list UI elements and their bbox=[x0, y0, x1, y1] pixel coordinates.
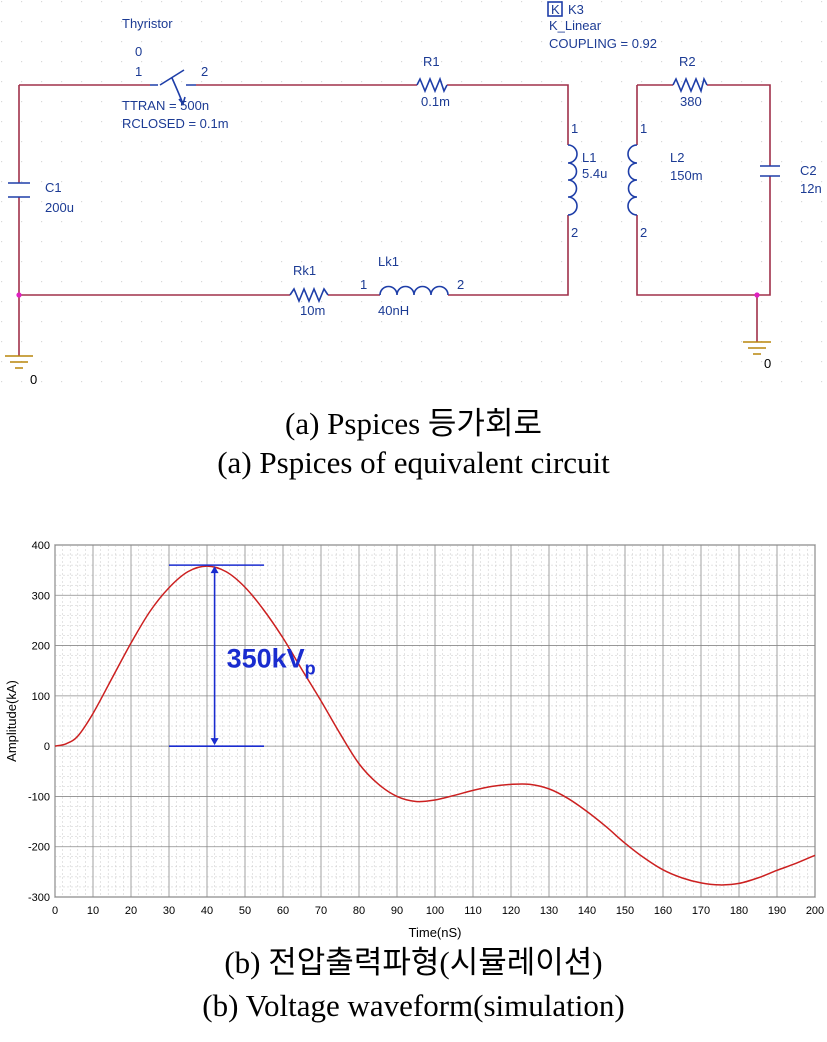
l1-pin1: 1 bbox=[571, 121, 578, 136]
c2-value: 12n bbox=[800, 181, 822, 196]
peak-annotation-label: 350kVp bbox=[227, 644, 316, 679]
wire-top-right bbox=[447, 84, 569, 145]
peak-annotation-subscript: p bbox=[305, 659, 316, 679]
x-tick-label: 80 bbox=[353, 905, 365, 917]
y-tick-label: 100 bbox=[32, 691, 50, 703]
thyristor-rclosed: RCLOSED = 0.1m bbox=[122, 116, 229, 131]
lk1-name: Lk1 bbox=[378, 254, 399, 269]
y-tick-label: -200 bbox=[28, 842, 50, 854]
junction-dot-left bbox=[16, 292, 22, 298]
resistor-r2-icon bbox=[672, 76, 708, 94]
y-tick-label: 200 bbox=[32, 641, 50, 653]
ground-right-icon bbox=[743, 341, 771, 355]
l2-name: L2 bbox=[670, 150, 684, 165]
x-tick-label: 160 bbox=[654, 905, 672, 917]
x-tick-label: 150 bbox=[616, 905, 634, 917]
y-axis-label: Amplitude(kA) bbox=[4, 680, 19, 762]
inductor-l2-icon bbox=[627, 144, 638, 216]
x-axis-label: Time(nS) bbox=[409, 925, 462, 940]
thyristor-name: Thyristor bbox=[122, 16, 173, 31]
l1-pin2: 2 bbox=[571, 225, 578, 240]
schematic-background bbox=[0, 0, 827, 395]
x-tick-label: 50 bbox=[239, 905, 251, 917]
y-tick-label: 0 bbox=[44, 741, 50, 753]
x-tick-label: 10 bbox=[87, 905, 99, 917]
equivalent-circuit-schematic: Thyristor 0 1 2 TTRAN = 500n RCLOSED = 0… bbox=[0, 0, 827, 395]
caption-a-korean: (a) Pspices 등가회로 bbox=[285, 406, 542, 441]
wire-l2-bottom bbox=[636, 215, 757, 296]
c1-name: C1 bbox=[45, 180, 62, 195]
l2-pin1: 2 bbox=[640, 225, 647, 240]
r1-name: R1 bbox=[423, 54, 440, 69]
y-tick-label: 300 bbox=[32, 590, 50, 602]
l1-value: 5.4u bbox=[582, 166, 607, 181]
thyristor-switch-icon bbox=[150, 69, 196, 106]
ground-right-label: 0 bbox=[764, 356, 771, 371]
caption-a-english: (a) Pspices of equivalent circuit bbox=[217, 445, 610, 480]
voltage-waveform-chart: -300 -200 -100 0 100 200 300 400 0 10 20 30 40 50 60 7… bbox=[4, 540, 824, 940]
capacitor-c1-icon bbox=[8, 182, 30, 198]
capacitor-c2-icon bbox=[760, 165, 780, 177]
thyristor-node-label: 0 bbox=[135, 44, 142, 59]
x-tick-label: 130 bbox=[540, 905, 558, 917]
ground-left-icon bbox=[5, 355, 33, 369]
k3-badge: K bbox=[551, 2, 560, 17]
inductor-l1-icon bbox=[567, 144, 578, 216]
x-tick-label: 140 bbox=[578, 905, 596, 917]
lk1-value: 40nH bbox=[378, 303, 409, 318]
x-tick-label: 180 bbox=[730, 905, 748, 917]
x-tick-label: 40 bbox=[201, 905, 213, 917]
x-tick-label: 190 bbox=[768, 905, 786, 917]
r2-name: R2 bbox=[679, 54, 696, 69]
ground-left-label: 0 bbox=[30, 372, 37, 387]
x-tick-label: 110 bbox=[464, 905, 482, 917]
x-tick-label: 70 bbox=[315, 905, 327, 917]
k3-name: K3 bbox=[568, 2, 584, 17]
k3-model: K_Linear bbox=[549, 18, 602, 33]
caption-b-korean: (b) 전압출력파형(시뮬레이션) bbox=[224, 945, 603, 980]
y-tick-label: 400 bbox=[32, 540, 50, 552]
y-tick-label: -300 bbox=[28, 892, 50, 904]
x-tick-label: 60 bbox=[277, 905, 289, 917]
lk1-pin1: 1 bbox=[360, 277, 367, 292]
c2-name: C2 bbox=[800, 163, 817, 178]
x-tick-label: 100 bbox=[426, 905, 444, 917]
thyristor-pin1: 1 bbox=[135, 64, 142, 79]
rk1-name: Rk1 bbox=[293, 263, 316, 278]
x-tick-label: 30 bbox=[163, 905, 175, 917]
resistor-rk1-icon bbox=[289, 286, 329, 304]
wire-bottom-right bbox=[448, 215, 569, 296]
x-tick-label: 170 bbox=[692, 905, 710, 917]
l2-value: 150m bbox=[670, 168, 703, 183]
resistor-r1-icon bbox=[416, 76, 448, 94]
r1-value: 0.1m bbox=[421, 94, 450, 109]
l1-name: L1 bbox=[582, 150, 596, 165]
l2-pin2: 1 bbox=[640, 121, 647, 136]
junction-dot-right bbox=[754, 292, 760, 298]
x-tick-label: 0 bbox=[52, 905, 58, 917]
x-tick-label: 120 bbox=[502, 905, 520, 917]
wire-c2-bottom bbox=[757, 176, 771, 296]
r2-value: 380 bbox=[680, 94, 702, 109]
rk1-value: 10m bbox=[300, 303, 325, 318]
y-tick-label: -100 bbox=[28, 791, 50, 803]
peak-arrow-down-icon bbox=[210, 738, 219, 746]
inductor-lk1-icon bbox=[379, 285, 449, 296]
x-tick-label: 90 bbox=[391, 905, 403, 917]
c1-value: 200u bbox=[45, 200, 74, 215]
lk1-pin2: 2 bbox=[457, 277, 464, 292]
coupling-badge-box-icon bbox=[547, 1, 563, 17]
thyristor-pin2: 2 bbox=[201, 64, 208, 79]
series-line bbox=[54, 565, 816, 886]
x-tick-label: 200 bbox=[806, 905, 824, 917]
x-tick-label: 20 bbox=[125, 905, 137, 917]
thyristor-ttran: TTRAN = 500n bbox=[122, 98, 209, 113]
caption-b-english: (b) Voltage waveform(simulation) bbox=[202, 988, 625, 1023]
peak-arrow-up-icon bbox=[210, 566, 219, 574]
k3-coupling: COUPLING = 0.92 bbox=[549, 36, 657, 51]
wire-r2-right bbox=[707, 84, 771, 166]
